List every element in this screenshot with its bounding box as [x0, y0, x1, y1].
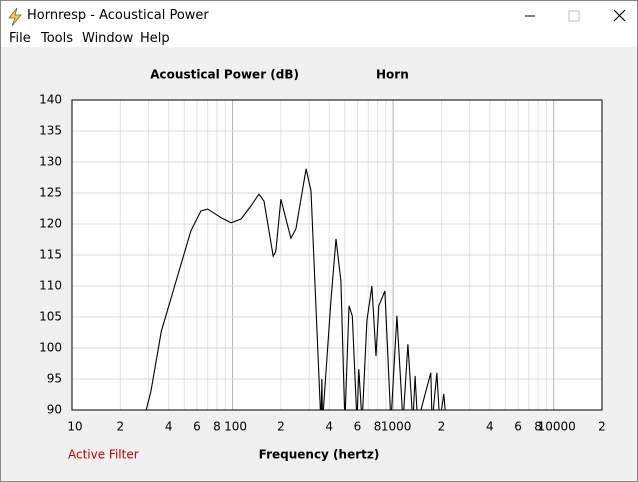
annotation: Active Filter	[68, 448, 139, 462]
y-tick-label: 105	[39, 310, 62, 324]
chart-title: Acoustical Power (dB)	[150, 68, 299, 82]
chart: Acoustical Power (dB) Horn Frequency (he…	[39, 68, 606, 462]
x-axis-label: Frequency (hertz)	[259, 448, 380, 462]
y-tick-label: 125	[39, 186, 62, 200]
x-tick-label: 4	[165, 420, 173, 434]
x-tick-label: 8	[374, 420, 382, 434]
x-tick-label: 2	[598, 420, 606, 434]
x-tick-label: 6	[514, 420, 522, 434]
plot-border	[71, 99, 603, 411]
close[interactable]	[613, 9, 626, 22]
menu-item[interactable]: Help	[140, 31, 170, 46]
y-tick-label: 135	[39, 124, 62, 138]
menu-item[interactable]: Window	[82, 31, 134, 46]
x-tick-label: 6	[193, 420, 201, 434]
menu-item[interactable]: File	[9, 31, 31, 46]
x-tick-label: 10000	[538, 420, 576, 434]
y-tick-label: 100	[39, 341, 62, 355]
y-tick-label: 130	[39, 155, 62, 169]
y-tick-label: 95	[47, 372, 62, 386]
window-controls[interactable]	[507, 1, 637, 31]
y-tick-label: 120	[39, 217, 62, 231]
x-tick-label: 8	[213, 420, 221, 434]
app-icon	[8, 7, 22, 27]
x-tick-label: 6	[354, 420, 362, 434]
x-tick-label: 10	[67, 420, 82, 434]
menu-bar: File Tools Window Help	[1, 31, 637, 47]
x-tick-label: 8	[534, 420, 542, 434]
x-tick-label: 4	[486, 420, 494, 434]
x-tick-label: 2	[117, 420, 125, 434]
y-tick-label: 90	[47, 403, 62, 417]
y-tick-label: 140	[39, 93, 62, 107]
title-bar: Hornresp - Acoustical Power	[1, 1, 637, 31]
x-tick-label: 2	[438, 420, 446, 434]
menu-item[interactable]: Tools	[41, 31, 74, 46]
chart-subtitle: Horn	[376, 68, 409, 82]
y-tick-label: 115	[39, 248, 62, 262]
x-tick-label: 2	[277, 420, 285, 434]
window-title: Hornresp - Acoustical Power	[27, 8, 209, 23]
response-curve	[145, 168, 446, 410]
x-tick-label: 100	[224, 420, 247, 434]
y-tick-label: 110	[39, 279, 62, 293]
x-tick-label: 4	[325, 420, 333, 434]
x-tick-label: 1000	[381, 420, 412, 434]
maximize[interactable]	[568, 10, 580, 22]
